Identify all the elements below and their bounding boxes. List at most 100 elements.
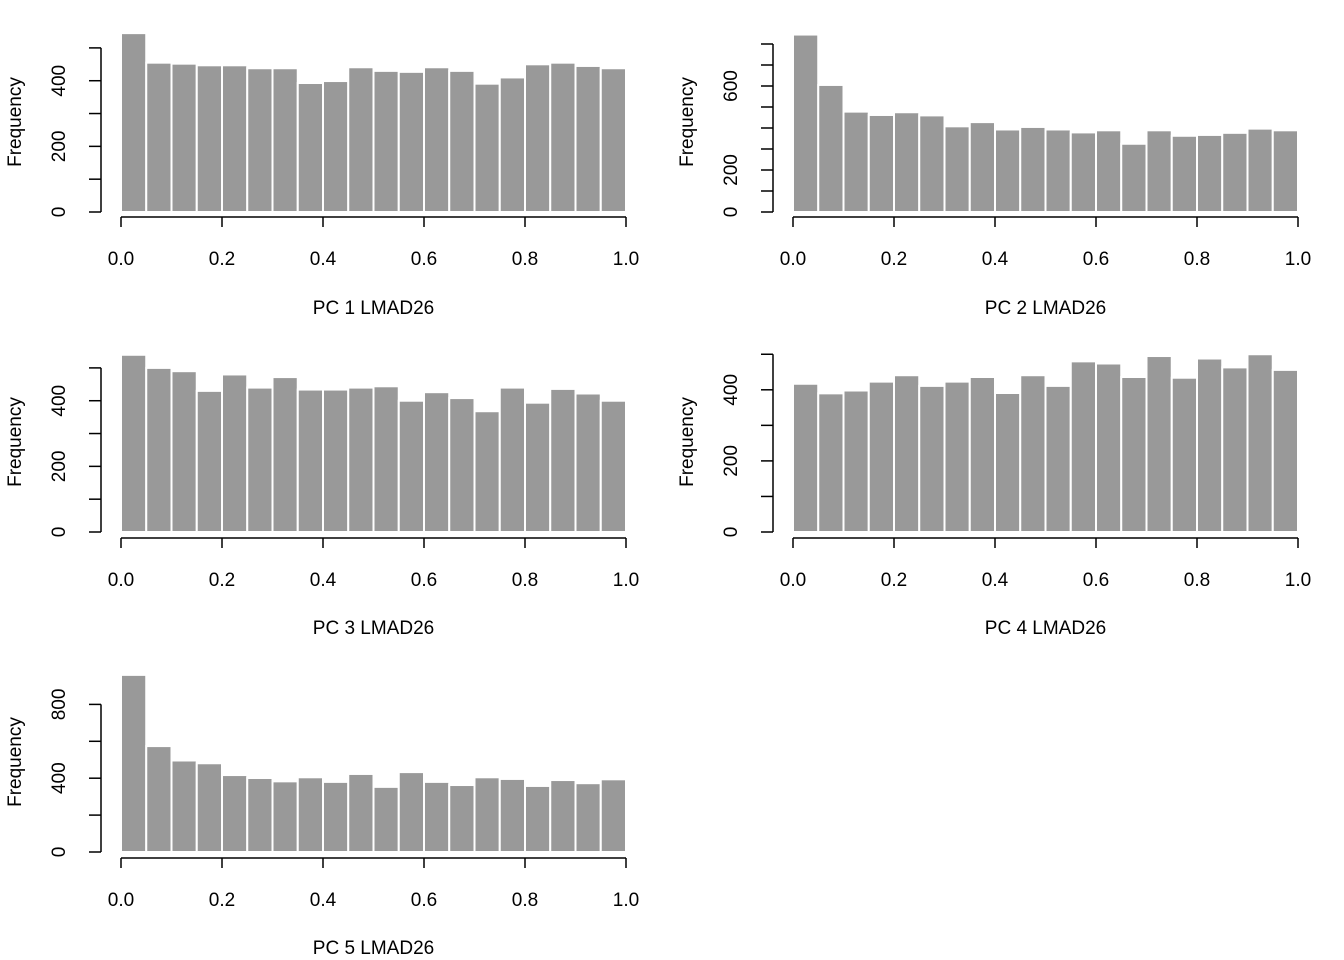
x-tick-label: 0.2	[209, 570, 235, 591]
bar-1-3	[170, 62, 198, 214]
bar-3-12	[397, 399, 425, 533]
bar-4-1	[792, 382, 820, 533]
bar-5-9	[322, 780, 350, 854]
bar-5-12	[397, 771, 425, 854]
bar-2-8	[968, 121, 996, 213]
bar-4-7	[943, 380, 971, 533]
bar-1-20	[599, 67, 627, 213]
bar-2-10	[1019, 125, 1047, 213]
bar-5-19	[574, 782, 602, 854]
bar-1-16	[498, 76, 526, 213]
y-axis-title: Frequency	[5, 717, 26, 807]
bar-3-14	[448, 397, 476, 533]
bar-3-5	[221, 373, 249, 533]
bar-5-13	[423, 780, 451, 854]
y-tick-label: 200	[49, 451, 70, 483]
x-axis-title: PC 1 LMAD26	[313, 298, 434, 319]
bar-5-11	[372, 785, 400, 854]
bar-1-12	[397, 70, 425, 213]
y-tick-label: 200	[721, 154, 742, 186]
x-tick-label: 0.4	[310, 570, 337, 591]
x-axis-title: PC 4 LMAD26	[985, 618, 1106, 639]
y-tick-label: 400	[49, 385, 70, 417]
x-tick-label: 0.0	[780, 570, 806, 591]
bar-5-18	[549, 779, 577, 853]
histogram-panel-1: 0.0 0.2 0.4 0.6 0.8 1.0 0 200 400 PC 1 LMAD26 Freq…	[5, 32, 639, 319]
x-tick-label: 0.6	[411, 890, 437, 911]
bar-1-13	[423, 66, 451, 214]
histogram-panel-2: 0.0 0.2 0.4 0.6 0.8 1.0 0 200 600 PC 2 LMAD26 Freq…	[677, 33, 1311, 319]
bar-5-6	[246, 777, 274, 853]
y-axis-3: 0 200 400	[49, 367, 102, 538]
bar-3-1	[120, 353, 148, 533]
y-tick-label: 0	[721, 527, 742, 538]
y-axis-title: Frequency	[5, 77, 26, 167]
bar-3-6	[246, 386, 274, 534]
x-tick-label: 1.0	[1285, 570, 1311, 591]
y-tick-label: 0	[49, 527, 70, 538]
bar-3-18	[549, 387, 577, 533]
y-axis-1: 0 200 400	[49, 47, 102, 217]
x-tick-label: 0.2	[881, 570, 907, 591]
bar-4-15	[1145, 355, 1173, 533]
bar-3-4	[195, 389, 223, 533]
x-tick-label: 0.0	[780, 249, 806, 270]
bar-3-19	[574, 392, 602, 533]
x-tick-label: 0.4	[982, 249, 1009, 270]
bar-3-3	[170, 370, 198, 533]
x-tick-label: 0.0	[108, 249, 134, 270]
bar-1-17	[524, 63, 552, 213]
bar-2-4	[867, 113, 895, 213]
bar-5-10	[347, 772, 375, 853]
bar-1-7	[271, 67, 299, 213]
bar-2-15	[1145, 129, 1173, 213]
x-tick-label: 0.8	[512, 249, 538, 270]
x-axis-1: 0.0 0.2 0.4 0.6 0.8 1.0	[108, 216, 639, 270]
y-tick-label: 200	[49, 131, 70, 163]
x-tick-label: 0.4	[310, 890, 337, 911]
x-axis-3: 0.0 0.2 0.4 0.6 0.8 1.0	[108, 537, 639, 591]
bar-1-11	[372, 69, 400, 214]
bar-1-6	[246, 67, 274, 213]
bar-2-12	[1069, 131, 1097, 213]
bar-4-18	[1221, 366, 1249, 533]
bar-4-14	[1120, 376, 1148, 534]
bar-3-11	[372, 385, 400, 533]
bar-2-16	[1170, 134, 1198, 214]
bar-5-14	[448, 784, 476, 853]
bar-1-19	[574, 64, 602, 213]
bar-4-17	[1196, 357, 1224, 533]
x-tick-label: 0.6	[411, 249, 437, 270]
y-axis-4: 0 200 400	[721, 353, 774, 538]
y-tick-label: 0	[721, 207, 742, 218]
x-axis-title: PC 3 LMAD26	[313, 618, 434, 639]
histogram-panel-4: 0.0 0.2 0.4 0.6 0.8 1.0 0 200 400 PC 4 LMAD26 Freq…	[677, 353, 1311, 639]
x-tick-label: 0.8	[512, 890, 538, 911]
y-axis-2: 0 200 600	[721, 43, 774, 218]
x-tick-label: 0.0	[108, 570, 134, 591]
bar-1-9	[322, 80, 350, 213]
bar-4-19	[1246, 353, 1274, 533]
x-tick-label: 0.6	[411, 570, 437, 591]
bar-3-15	[473, 410, 501, 534]
bar-5-15	[473, 776, 501, 854]
bar-2-6	[918, 114, 946, 213]
bar-3-10	[347, 386, 375, 534]
bar-1-18	[549, 61, 577, 213]
bar-4-4	[867, 380, 895, 533]
x-tick-label: 0.4	[982, 570, 1009, 591]
histogram-panel-5: 0.0 0.2 0.4 0.6 0.8 1.0 0 400 800 PC 5 LMAD26 Freq…	[5, 673, 639, 959]
histogram-panel-3: 0.0 0.2 0.4 0.6 0.8 1.0 0 200 400 PC 3 LMAD26 Freq…	[5, 353, 639, 639]
bar-1-15	[473, 82, 501, 213]
x-tick-label: 1.0	[613, 890, 639, 911]
bar-4-9	[994, 391, 1022, 534]
x-tick-label: 1.0	[613, 249, 639, 270]
bar-3-8	[296, 388, 324, 533]
bar-2-13	[1095, 129, 1123, 213]
bar-4-8	[968, 376, 996, 534]
bar-5-7	[271, 780, 299, 853]
x-tick-label: 0.2	[209, 249, 235, 270]
bar-5-5	[221, 774, 249, 853]
bar-3-17	[524, 401, 552, 534]
bar-4-3	[842, 389, 870, 533]
